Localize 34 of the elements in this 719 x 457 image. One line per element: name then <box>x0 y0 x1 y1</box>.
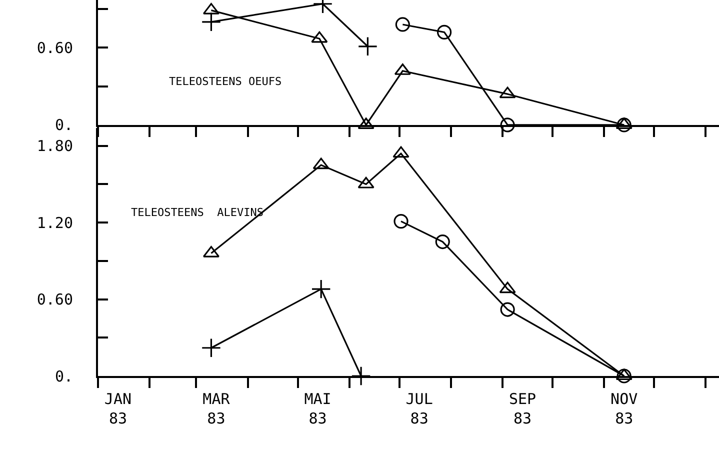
point <box>616 118 632 132</box>
point <box>351 366 371 386</box>
y-tick-label: 1.20 <box>36 214 73 232</box>
point <box>435 234 450 250</box>
point <box>394 214 408 229</box>
point <box>312 158 330 170</box>
x-tick-label: MAI 83 <box>304 390 332 428</box>
annotation: TELEOSTEENS ALEVINS <box>131 206 264 219</box>
point <box>311 279 331 299</box>
y-tick-label: 0.60 <box>36 290 73 309</box>
point <box>392 146 410 158</box>
y-tick-label: 0. <box>54 116 73 134</box>
x-tick-label: SEP 83 <box>508 390 536 428</box>
y-tick-label: 0. <box>54 367 73 386</box>
y-tick-label: 0.60 <box>36 38 73 57</box>
point <box>395 17 410 32</box>
point <box>616 118 632 130</box>
point <box>358 176 374 188</box>
x-tick-label: MAR 83 <box>202 390 231 428</box>
point <box>201 12 222 32</box>
x-tick-label: NOV 83 <box>610 390 638 428</box>
annotation: TELEOSTEENS OEUFS <box>169 75 282 88</box>
point <box>499 282 516 294</box>
y-tick-label: 1.80 <box>36 137 73 156</box>
point <box>201 338 222 358</box>
point <box>358 36 378 56</box>
point <box>311 31 328 43</box>
x-tick-label: JAN 83 <box>104 390 132 428</box>
point <box>499 86 516 98</box>
point <box>436 24 452 40</box>
point <box>500 302 515 317</box>
point <box>358 118 374 130</box>
point <box>500 118 515 132</box>
x-tick-label: JUL 83 <box>406 390 433 428</box>
